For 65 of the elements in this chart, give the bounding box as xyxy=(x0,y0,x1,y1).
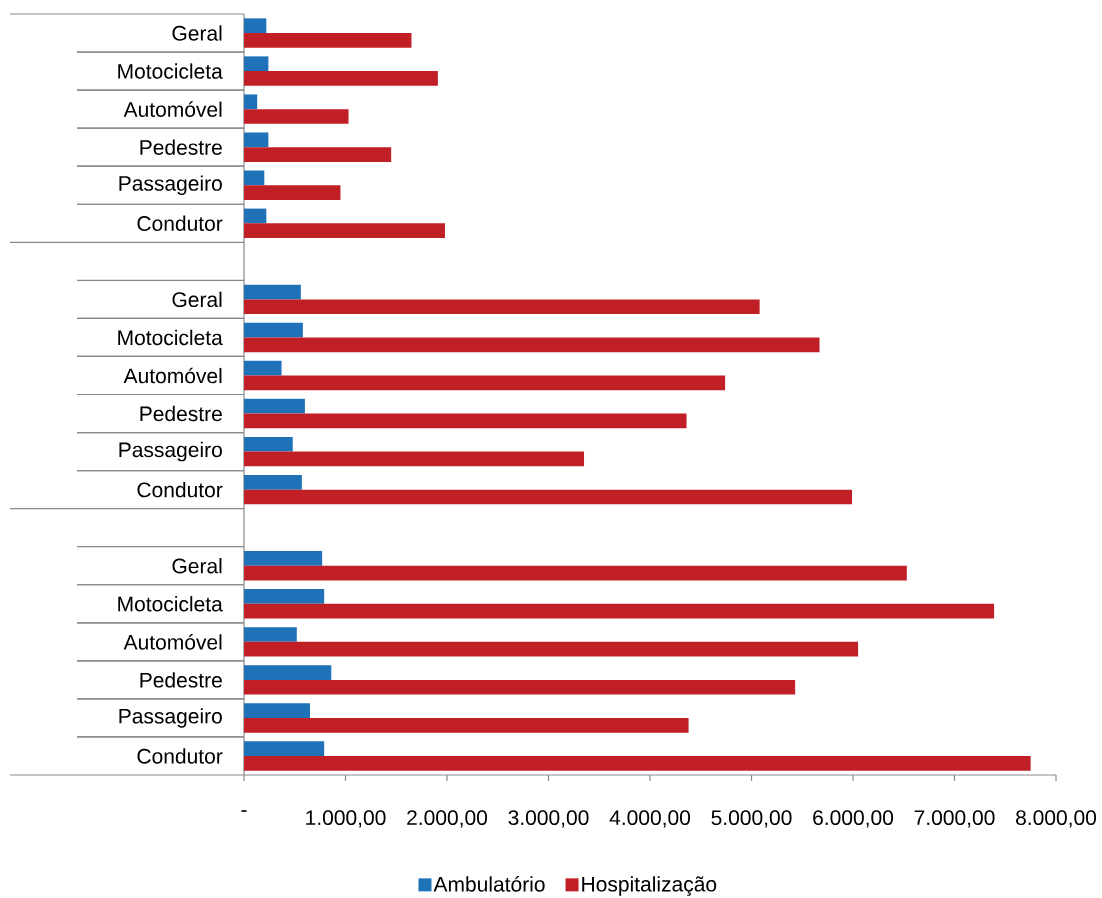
y-tick-label: Pedestre xyxy=(140,139,222,155)
y-tick-label: Geral xyxy=(172,291,222,308)
y-tick-label: Automóvel xyxy=(123,367,222,384)
y-tick-label: Condutor xyxy=(137,481,223,498)
bar xyxy=(244,717,689,733)
y-tick-label: Automóvel xyxy=(123,634,222,650)
bar xyxy=(244,413,687,429)
bar xyxy=(244,679,796,695)
y-tick-label: Pedestre xyxy=(140,672,222,688)
bar xyxy=(244,147,392,162)
bar xyxy=(244,284,301,300)
y-tick-label: Motocicleta xyxy=(118,596,223,612)
x-tick-label: 6.000,00 xyxy=(813,810,894,828)
x-tick-label: 8.000,00 xyxy=(1016,810,1097,828)
bar xyxy=(244,551,323,566)
bar xyxy=(244,436,293,452)
bar xyxy=(244,337,820,353)
bar xyxy=(244,94,258,110)
x-tick-label: 5.000,00 xyxy=(711,810,792,828)
y-tick-label: Passageiro xyxy=(119,441,222,462)
x-tick-label: 3.000,00 xyxy=(508,810,589,828)
bar xyxy=(244,741,325,756)
bar xyxy=(244,565,907,581)
y-tick-label: Pedestre xyxy=(140,405,222,422)
bar xyxy=(244,322,303,338)
x-tick-label: 7.000,00 xyxy=(914,810,995,828)
bar xyxy=(244,703,310,718)
x-tick-label: - xyxy=(241,810,247,812)
bar xyxy=(244,299,760,315)
bar xyxy=(244,451,585,467)
bar xyxy=(244,360,282,376)
y-tick-label: Condutor xyxy=(137,748,223,764)
bar xyxy=(244,603,995,619)
x-tick-label: 1.000,00 xyxy=(306,810,386,828)
x-tick-label: 4.000,00 xyxy=(609,810,691,828)
legend-label: Ambulatório xyxy=(433,876,545,892)
bar xyxy=(244,208,267,224)
bar xyxy=(244,170,265,186)
bar xyxy=(244,641,859,657)
y-tick-label: Automóvel xyxy=(123,101,222,117)
bar xyxy=(244,489,852,505)
y-tick-label: Geral xyxy=(172,558,222,574)
y-tick-label: Geral xyxy=(172,25,222,41)
y-tick-label: Passageiro xyxy=(119,708,222,728)
y-tick-label: Motocicleta xyxy=(118,329,223,346)
bar xyxy=(244,71,438,86)
bar xyxy=(244,627,297,642)
y-tick-label: Motocicleta xyxy=(118,63,223,79)
bar xyxy=(244,589,325,604)
bar xyxy=(244,755,1031,771)
bar xyxy=(244,398,305,414)
bar xyxy=(244,109,349,124)
y-tick-label: Condutor xyxy=(137,215,223,231)
bar xyxy=(244,223,445,238)
x-tick-label: 2.000,00 xyxy=(407,810,488,828)
y-tick-label: Passageiro xyxy=(119,175,222,196)
bar xyxy=(244,18,267,34)
bar xyxy=(244,132,269,148)
bar xyxy=(244,56,269,72)
bar xyxy=(244,375,726,391)
legend-label: Hospitalização xyxy=(582,876,717,896)
bar xyxy=(244,185,341,200)
bar xyxy=(244,665,332,680)
bar xyxy=(244,474,302,490)
bar xyxy=(244,33,412,48)
